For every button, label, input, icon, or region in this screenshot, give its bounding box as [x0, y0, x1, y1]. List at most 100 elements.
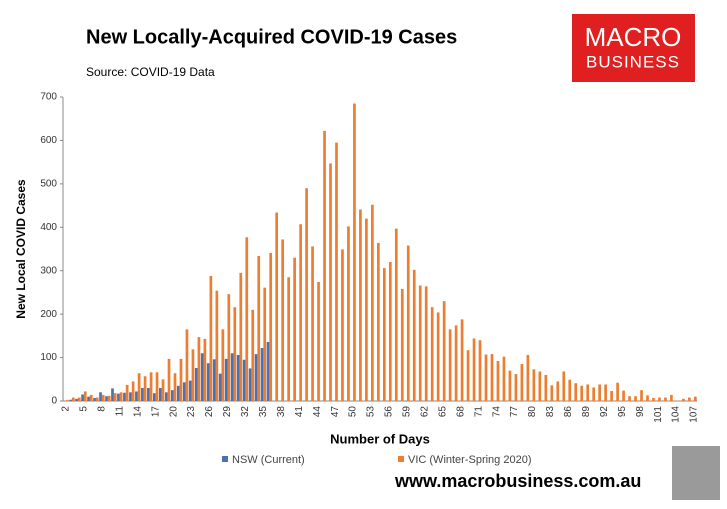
legend-label: NSW (Current)	[232, 454, 305, 466]
bar	[135, 391, 138, 401]
bar	[245, 237, 249, 401]
bar	[526, 354, 530, 401]
x-tick-label: 71	[473, 406, 484, 418]
x-tick-label: 26	[204, 406, 215, 418]
bar	[592, 387, 596, 401]
bar	[418, 285, 422, 401]
bar	[550, 385, 554, 401]
x-tick-label: 38	[276, 406, 287, 418]
bar	[406, 245, 410, 401]
bar	[176, 385, 180, 401]
x-tick-label: 14	[132, 406, 143, 418]
bar	[191, 349, 195, 401]
bar	[652, 397, 655, 401]
bar	[147, 387, 150, 401]
bar	[224, 358, 228, 401]
bar	[230, 353, 234, 401]
logo-text: MACRO	[585, 22, 682, 52]
y-tick-label: 400	[40, 222, 57, 233]
bar	[532, 369, 536, 401]
bar	[466, 350, 470, 401]
y-axis-label: New Local COVID Cases	[14, 179, 28, 319]
bar	[562, 371, 566, 401]
bar	[203, 338, 207, 401]
bar	[248, 368, 252, 401]
bar	[628, 396, 631, 401]
bar	[502, 356, 506, 401]
bar	[161, 379, 165, 401]
bar	[89, 394, 93, 401]
x-tick-label: 59	[402, 406, 413, 418]
bar	[236, 354, 240, 401]
x-tick-label: 23	[186, 406, 197, 418]
bar	[353, 103, 356, 401]
bar	[69, 399, 72, 401]
bar	[275, 212, 279, 401]
bar	[218, 373, 222, 401]
logo-text: BUSINESS	[586, 52, 680, 71]
bar	[233, 307, 237, 401]
bar	[568, 379, 572, 401]
bar	[239, 272, 243, 401]
bar	[143, 376, 147, 401]
bar	[359, 209, 362, 401]
x-tick-label: 92	[599, 406, 610, 418]
bar	[254, 354, 258, 401]
bar	[71, 397, 75, 401]
x-tick-label: 101	[653, 406, 664, 423]
bar	[694, 396, 697, 401]
bar	[99, 392, 102, 401]
bar	[113, 393, 117, 401]
bar	[242, 359, 246, 401]
wolf-logo	[672, 446, 720, 500]
x-tick-label: 53	[366, 406, 377, 418]
bar	[93, 397, 96, 401]
x-tick-label: 8	[97, 406, 108, 412]
bar	[167, 358, 171, 401]
subtitle: Source: COVID-19 Data	[86, 65, 215, 79]
bar	[682, 398, 685, 401]
bar	[365, 218, 368, 401]
bar	[460, 319, 464, 401]
bar	[622, 390, 625, 401]
bar	[263, 287, 267, 401]
x-tick-label: 29	[222, 406, 233, 418]
x-tick-label: 86	[563, 406, 574, 418]
bar	[281, 239, 285, 401]
bar	[574, 383, 578, 401]
bar	[382, 268, 386, 401]
x-tick-label: 20	[168, 406, 179, 418]
bar	[77, 397, 81, 401]
bar	[179, 358, 183, 401]
bar	[227, 294, 231, 401]
bar	[610, 391, 613, 401]
bar	[472, 338, 476, 401]
bar	[394, 228, 398, 401]
bar	[400, 288, 404, 401]
bar	[688, 397, 691, 401]
x-tick-label: 89	[581, 406, 592, 418]
bar	[257, 255, 261, 401]
bar	[514, 374, 518, 401]
x-tick-label: 41	[294, 406, 305, 418]
x-tick-label: 74	[491, 406, 502, 418]
bar	[538, 371, 542, 401]
bar	[442, 301, 446, 401]
y-tick-label: 100	[40, 352, 57, 363]
bar	[123, 392, 126, 401]
bar	[83, 391, 87, 401]
bar	[508, 370, 512, 401]
bar	[580, 385, 584, 401]
bar	[215, 290, 219, 401]
bar	[158, 387, 162, 401]
bar	[604, 384, 607, 401]
x-tick-label: 11	[114, 406, 125, 417]
x-tick-label: 56	[384, 406, 395, 418]
bar	[664, 397, 667, 401]
bar	[371, 204, 374, 401]
bar	[129, 392, 132, 401]
bar	[95, 397, 99, 401]
bar	[170, 390, 174, 401]
x-tick-label: 95	[617, 406, 628, 418]
bar	[81, 394, 84, 401]
